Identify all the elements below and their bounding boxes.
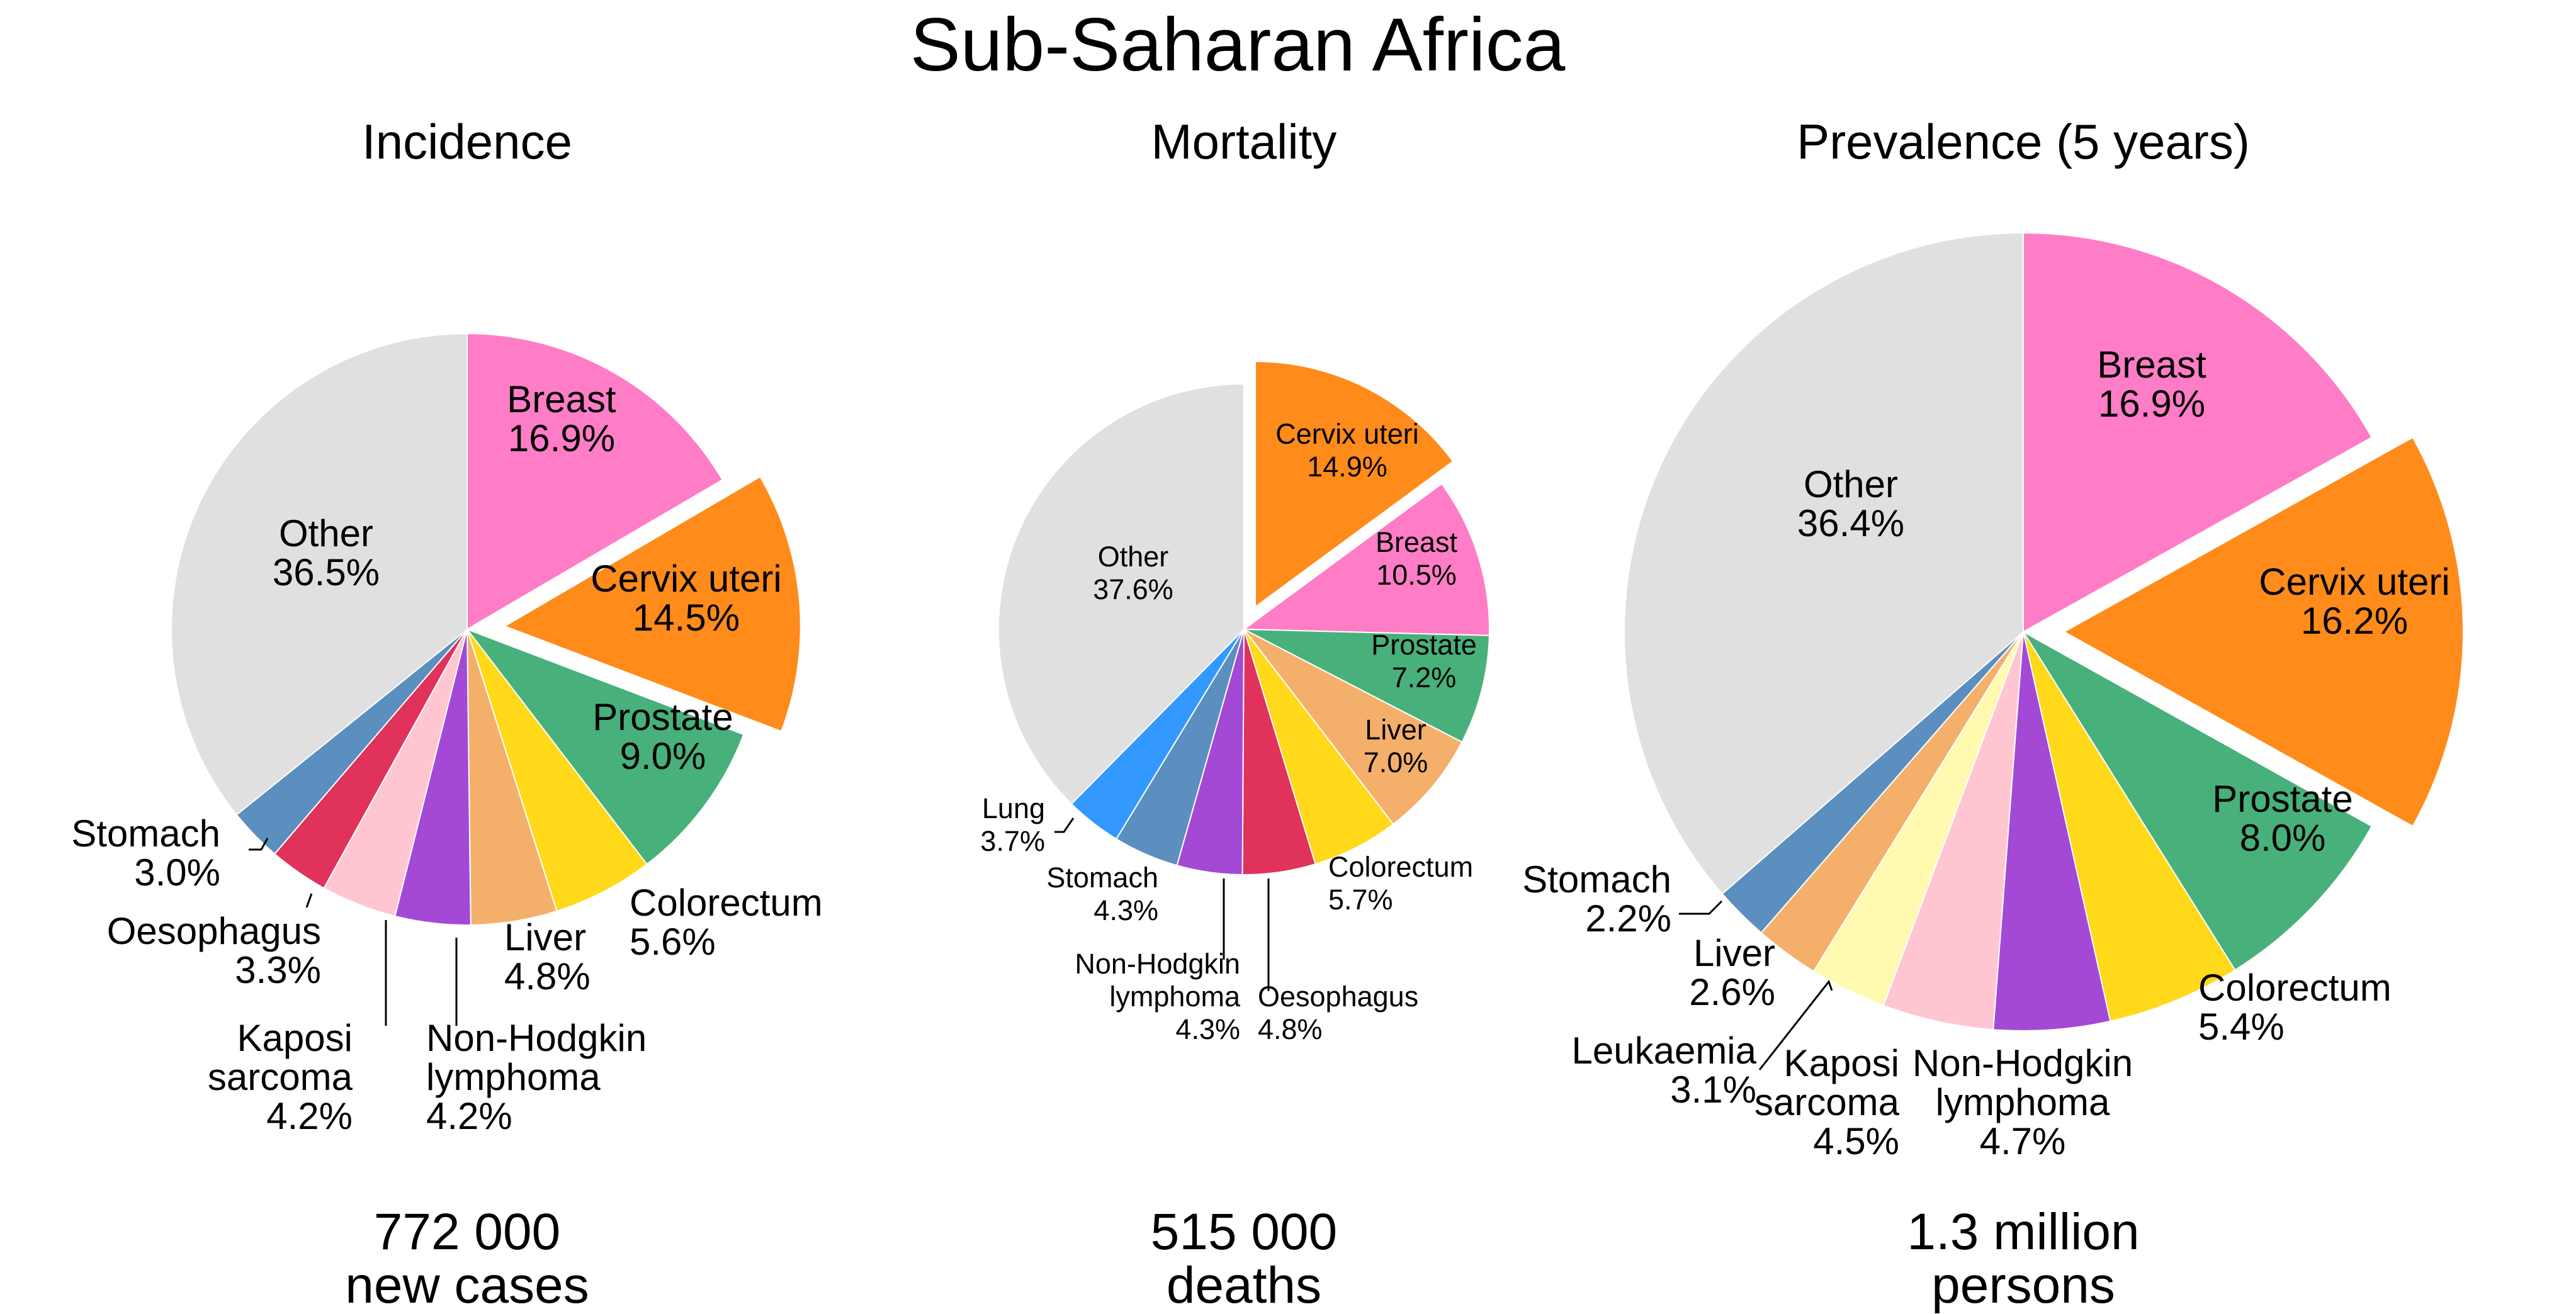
slice-label-prevalence-liver: Liver 2.6% — [1689, 932, 1775, 1013]
slice-label-mortality-oesophagus: Oesophagus 4.8% — [1258, 980, 1418, 1045]
slice-label-incidence-colorectum: Colorectum 5.6% — [630, 882, 823, 963]
pie-slice-mortality-colorectum — [1243, 629, 1394, 865]
slice-label-incidence-non-hodgkin-lymphoma: Non-Hodgkin lymphoma 4.2% — [426, 1017, 647, 1137]
slice-label-incidence-liver: Liver 4.8% — [504, 916, 590, 997]
slice-label-incidence-kaposi-sarcoma: Kaposi sarcoma 4.2% — [208, 1017, 353, 1137]
slice-label-mortality-cervix-uteri: Cervix uteri 14.9% — [1275, 418, 1419, 483]
slice-label-prevalence-other: Other 36.4% — [1797, 463, 1904, 544]
slice-label-prevalence-leukaemia: Leukaemia 3.1% — [1571, 1030, 1756, 1111]
chart-title-incidence: Incidence — [362, 114, 572, 169]
slice-label-mortality-prostate: Prostate 7.2% — [1371, 629, 1477, 694]
pie-slice-incidence-colorectum — [466, 629, 648, 912]
slice-label-mortality-non-hodgkin-lymphoma: Non-Hodgkin lymphoma 4.3% — [1075, 948, 1241, 1045]
pie-slice-mortality-cervix-uteri — [1255, 361, 1454, 609]
pie-slice-incidence-other — [171, 332, 468, 816]
slice-label-incidence-other: Other 36.5% — [273, 512, 380, 593]
total-line2-mortality: deaths — [1167, 1257, 1321, 1314]
slice-label-prevalence-cervix-uteri: Cervix uteri 16.2% — [2259, 561, 2449, 642]
pie-slice-incidence-cervix-uteri — [503, 476, 801, 733]
leader-line-incidence-stomach — [249, 838, 269, 851]
pie-slice-mortality-other — [998, 383, 1245, 805]
leader-line-incidence-oesophagus — [305, 893, 313, 908]
slice-label-incidence-prostate: Prostate 9.0% — [592, 696, 733, 777]
pie-slice-mortality-breast — [1242, 483, 1490, 636]
slice-label-prevalence-kaposi-sarcoma: Kaposi sarcoma 4.5% — [1754, 1042, 1900, 1162]
slice-label-mortality-breast: Breast 10.5% — [1376, 526, 1458, 591]
pie-slice-incidence-breast — [466, 332, 723, 631]
slice-label-prevalence-stomach: Stomach 2.2% — [1522, 858, 1671, 940]
slice-label-incidence-cervix-uteri: Cervix uteri 14.5% — [590, 558, 781, 639]
pie-slice-prevalence-colorectum — [2023, 631, 2236, 1022]
total-line1-incidence: 772 000 — [374, 1203, 560, 1261]
pie-slice-mortality-prostate — [1243, 629, 1490, 743]
pie-labels-mortality: Cervix uteri 14.9% Breast 10.5% Prostate 7.2%… — [980, 418, 1476, 1045]
slice-label-mortality-colorectum: Colorectum 5.7% — [1328, 851, 1473, 916]
slice-label-mortality-lung: Lung 3.7% — [980, 792, 1045, 857]
chart-title-mortality: Mortality — [1151, 114, 1337, 169]
slice-label-prevalence-breast: Breast 16.9% — [2097, 344, 2206, 425]
chart-title-prevalence: Prevalence (5 years) — [1797, 114, 2250, 169]
slice-label-incidence-stomach: Stomach 3.0% — [71, 812, 220, 894]
slice-label-prevalence-colorectum: Colorectum 5.4% — [2198, 967, 2392, 1048]
pie-slice-prevalence-prostate — [2023, 631, 2373, 971]
slice-label-mortality-stomach: Stomach 4.3% — [1046, 862, 1158, 926]
leader-line-prevalence-leukaemia — [1758, 979, 1833, 1070]
pie-slice-mortality-liver — [1243, 629, 1463, 826]
slice-label-mortality-other: Other 37.6% — [1093, 541, 1173, 605]
total-line2-prevalence: persons — [1931, 1257, 2115, 1314]
slice-label-prevalence-non-hodgkin-lymphoma: Non-Hodgkin lymphoma 4.7% — [1912, 1042, 2133, 1162]
pie-slice-prevalence-breast — [2023, 232, 2373, 633]
total-line2-incidence: new cases — [345, 1257, 589, 1314]
pie-labels-incidence: Breast 16.9% Cervix uteri 14.5% Prostate 9.0%… — [71, 378, 823, 1137]
slice-label-prevalence-prostate: Prostate 8.0% — [2212, 778, 2353, 859]
slice-label-incidence-oesophagus: Oesophagus 3.3% — [107, 910, 321, 991]
leader-line-mortality-lung — [1054, 817, 1075, 833]
pie-slices-mortality — [998, 361, 1490, 875]
pie-slice-prevalence-other — [1623, 232, 2024, 895]
pie-labels-prevalence: Breast 16.9% Cervix uteri 16.2% Prostate 8.0%… — [1522, 344, 2449, 1162]
pie-chart-incidence: Incidence Breast 16.9% Cervix uteri 14.5% Pr… — [71, 114, 823, 1314]
pie-chart-mortality: Mortality Cervix uteri 14.9% Breast 10.5% Pr… — [980, 114, 1490, 1314]
pie-slice-prevalence-cervix-uteri — [2062, 436, 2464, 828]
pie-slices-prevalence — [1623, 232, 2464, 1031]
slice-label-mortality-liver: Liver 7.0% — [1364, 714, 1428, 778]
pie-chart-prevalence: Prevalence (5 years) Breast 16.9% Cervix u… — [1522, 114, 2464, 1314]
pie-slice-prevalence-kaposi-sarcoma — [1882, 631, 2024, 1031]
slice-label-incidence-breast: Breast 16.9% — [507, 378, 616, 459]
total-line1-prevalence: 1.3 million — [1907, 1203, 2139, 1261]
pie-slice-incidence-prostate — [465, 627, 745, 865]
total-line1-mortality: 515 000 — [1151, 1203, 1337, 1261]
pie-slice-prevalence-non-hodgkin-lymphoma — [1992, 631, 2111, 1031]
figure-title: Sub-Saharan Africa — [910, 3, 1566, 87]
pie-slices-incidence — [171, 332, 801, 926]
leader-line-prevalence-stomach — [1679, 900, 1723, 915]
